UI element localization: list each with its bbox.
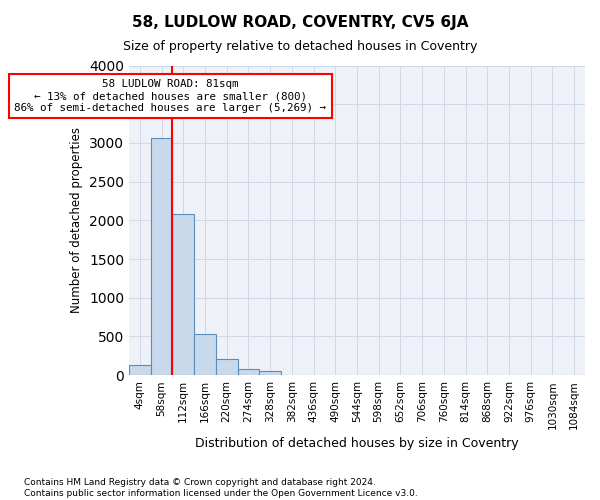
Bar (129, 365, 151, 375)
Text: Size of property relative to detached houses in Coventry: Size of property relative to detached ho… (123, 40, 477, 53)
X-axis label: Distribution of detached houses by size in Coventry: Distribution of detached houses by size … (195, 437, 519, 450)
Text: Contains HM Land Registry data © Crown copyright and database right 2024.
Contai: Contains HM Land Registry data © Crown c… (24, 478, 418, 498)
Bar (216, 359, 238, 375)
Y-axis label: Number of detached properties: Number of detached properties (70, 128, 83, 314)
Text: 58, LUDLOW ROAD, COVENTRY, CV5 6JA: 58, LUDLOW ROAD, COVENTRY, CV5 6JA (132, 15, 468, 30)
Bar (238, 368, 259, 375)
Bar (172, 214, 194, 375)
Bar (151, 138, 172, 375)
Text: 58 LUDLOW ROAD: 81sqm
← 13% of detached houses are smaller (800)
86% of semi-det: 58 LUDLOW ROAD: 81sqm ← 13% of detached … (14, 80, 326, 112)
Bar (259, 371, 281, 375)
Bar (194, 334, 216, 375)
